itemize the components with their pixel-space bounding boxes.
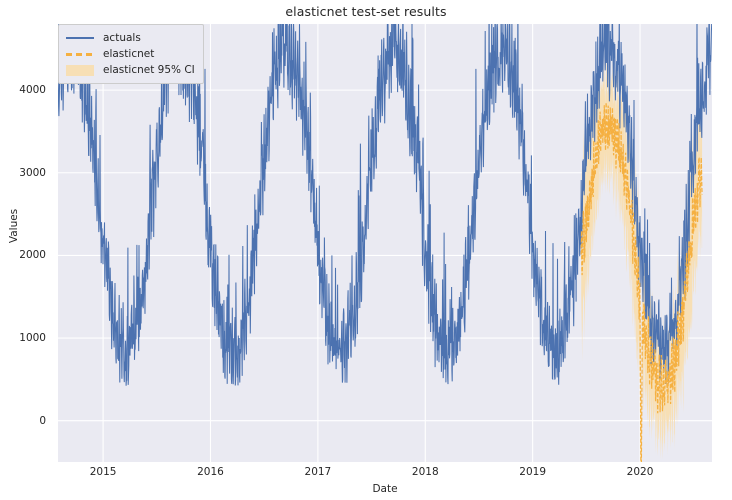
y-axis-tick-labels: 0 1000 2000 3000 4000	[0, 0, 52, 500]
legend-label-elasticnet-ci: elasticnet 95% CI	[103, 64, 195, 76]
chart-title: elasticnet test-set results	[285, 4, 447, 19]
legend-dashed-line-icon-elasticnet	[65, 48, 95, 60]
legend-line-icon-actuals	[65, 32, 95, 44]
legend-label-actuals: actuals	[103, 32, 141, 44]
x-tick-label: 2020	[626, 466, 654, 478]
y-tick-label: 2000	[19, 249, 46, 262]
legend-label-elasticnet: elasticnet	[103, 48, 155, 60]
x-axis-tick-labels: 2015 2016 2017 2018 2019 2020	[58, 466, 712, 482]
legend-item-elasticnet: elasticnet	[65, 46, 195, 62]
plot-canvas	[58, 24, 712, 462]
chart-legend: actuals elasticnet elasticnet 95% CI	[58, 24, 204, 84]
x-tick-label: 2017	[304, 466, 332, 478]
x-axis-label: Date	[372, 483, 398, 495]
y-axis-label: Values	[8, 208, 20, 244]
y-tick-label: 1000	[19, 332, 46, 345]
x-tick-label: 2015	[89, 466, 117, 478]
legend-item-actuals: actuals	[65, 30, 195, 46]
x-tick-label: 2019	[519, 466, 547, 478]
y-tick-label: 4000	[19, 84, 46, 97]
legend-item-elasticnet-ci: elasticnet 95% CI	[65, 62, 195, 78]
plot-area	[58, 24, 712, 462]
y-tick-label: 3000	[19, 166, 46, 179]
y-tick-label: 0	[39, 414, 46, 427]
legend-band-swatch-icon-elasticnet-ci	[65, 64, 95, 76]
x-tick-label: 2018	[411, 466, 439, 478]
forecast-series-path	[580, 102, 703, 462]
x-tick-label: 2016	[197, 466, 224, 478]
